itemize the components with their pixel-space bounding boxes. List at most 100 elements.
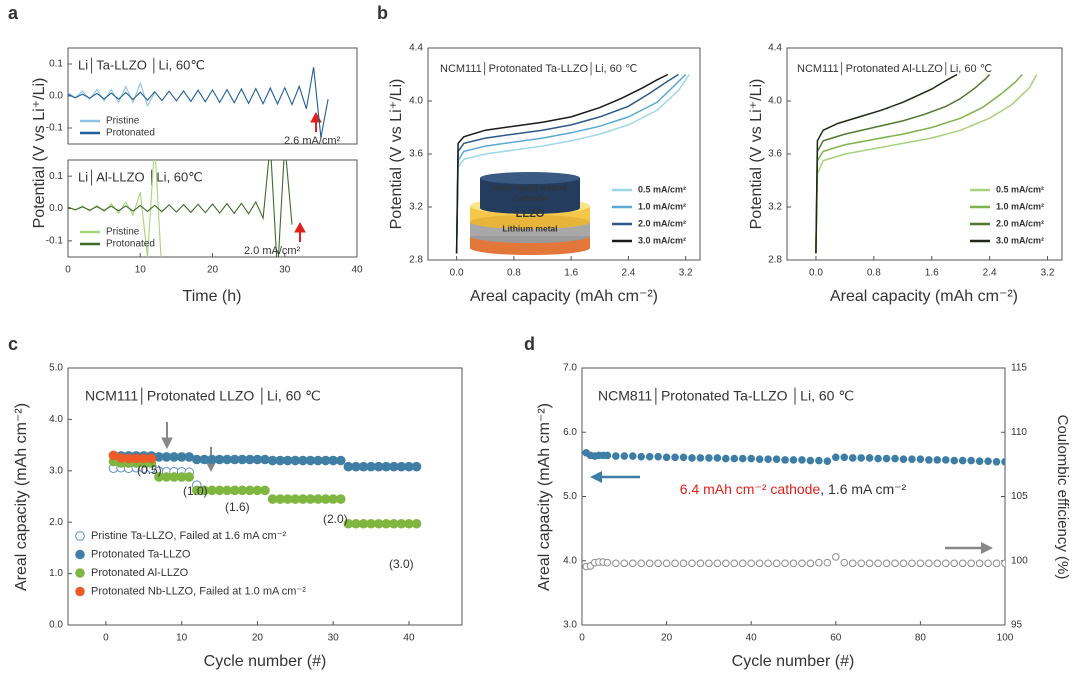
point xyxy=(637,559,646,568)
line xyxy=(455,73,679,254)
panel: b 2.8 3.2 3.6 4.0 4.4 0.0 0.8 1.6 2.4 3.2 NCM111│Pr… xyxy=(377,3,701,305)
point xyxy=(662,453,671,462)
point xyxy=(671,453,679,462)
point xyxy=(832,453,840,462)
chart-title: Li│Al-LLZO │Li, 60℃ xyxy=(78,169,203,185)
point xyxy=(335,455,346,466)
point xyxy=(781,456,789,464)
legend-label: 3.0 mA/cm² xyxy=(996,235,1044,245)
legend-label: 2.0 mA/cm² xyxy=(996,218,1044,228)
legend-label: 0.5 mA/cm² xyxy=(638,184,686,194)
y-tick-label: -0.1 xyxy=(46,235,64,246)
point xyxy=(899,559,908,568)
y2-tick-label: 105 xyxy=(1011,491,1028,502)
y-axis-label: Potential (V vs Li⁺/Li) xyxy=(31,78,48,229)
point xyxy=(730,559,739,568)
y2-tick-label: 95 xyxy=(1011,620,1023,631)
point xyxy=(747,559,756,568)
point xyxy=(882,559,891,568)
y-tick-label: 3.0 xyxy=(49,465,63,476)
point xyxy=(789,456,798,464)
point xyxy=(696,559,705,568)
point xyxy=(722,559,730,568)
x-axis-label: Cycle number (#) xyxy=(204,653,327,670)
arrows-d xyxy=(590,471,993,554)
y-tick-label: 4.0 xyxy=(409,96,423,107)
line xyxy=(455,73,669,254)
panel-label: c xyxy=(8,334,18,354)
legend-label: 1.0 mA/cm² xyxy=(638,201,686,211)
line xyxy=(68,160,293,257)
point xyxy=(933,559,942,568)
point xyxy=(840,558,849,567)
point xyxy=(967,559,975,568)
x-tick-label: 0.0 xyxy=(809,268,823,279)
legend-label: Pristine xyxy=(106,227,140,238)
y-tick-label: 2.8 xyxy=(409,255,423,266)
point xyxy=(705,559,713,568)
x-tick-label: 0 xyxy=(103,633,109,644)
legend-label: 3.0 mA/cm² xyxy=(638,235,686,245)
x-tick-label: 40 xyxy=(746,633,758,644)
point xyxy=(260,485,270,496)
inset-llzo xyxy=(470,215,590,229)
point xyxy=(815,456,823,465)
legend-label: Protonated Al-LLZO xyxy=(91,567,189,579)
point xyxy=(874,454,882,463)
legend-swatch xyxy=(75,531,85,541)
x-tick-label: 3.2 xyxy=(1041,268,1055,279)
point xyxy=(958,456,967,465)
point xyxy=(848,454,857,462)
annotation: Ionic liquid wetted xyxy=(493,182,567,192)
legend-label: 1.0 mA/cm² xyxy=(996,201,1044,211)
arrow-head xyxy=(981,542,993,554)
x-tick-label: 0.0 xyxy=(450,268,464,279)
point xyxy=(984,559,992,568)
y2-axis-label: Coulombic efficiency (%) xyxy=(1054,415,1071,580)
legend-swatch xyxy=(75,549,85,560)
y-tick-label: 2.0 xyxy=(49,517,63,528)
x-tick-label: 40 xyxy=(403,633,415,644)
y2-tick-label: 100 xyxy=(1011,555,1028,566)
chart-title: NCM811│Protonated Ta-LLZO │Li, 60 ℃ xyxy=(598,388,854,406)
point xyxy=(755,455,764,464)
chart-title: NCM111│Protonated LLZO │Li, 60 ℃ xyxy=(85,388,321,406)
line xyxy=(815,73,1023,254)
x-tick-label: 1.6 xyxy=(564,268,578,279)
point xyxy=(612,452,620,460)
point xyxy=(764,455,772,464)
point xyxy=(789,559,798,568)
point xyxy=(975,559,984,568)
y-tick-label: 0.0 xyxy=(49,91,63,102)
y2-tick-label: 110 xyxy=(1011,427,1027,438)
x-tick-label: 3.2 xyxy=(679,268,693,279)
point xyxy=(620,559,629,568)
point xyxy=(950,559,959,568)
point xyxy=(411,518,422,529)
line xyxy=(455,74,690,254)
panel: c 0.0 1.0 2.0 3.0 4.0 5.0 0 10 20 30 40 NCM111│Proto… xyxy=(8,334,463,670)
series-group xyxy=(582,449,1005,571)
x-tick-label: 10 xyxy=(176,633,188,644)
point xyxy=(696,454,705,462)
annotation: (1.0) xyxy=(183,484,208,498)
panel-label: d xyxy=(524,334,535,354)
point xyxy=(662,559,671,568)
y-tick-label: 3.0 xyxy=(563,620,577,631)
point xyxy=(941,559,950,568)
y-tick-label: 2.8 xyxy=(768,255,782,266)
annotation: Cathode xyxy=(513,193,547,203)
point xyxy=(654,559,662,568)
y-tick-label: 3.6 xyxy=(409,149,423,160)
line xyxy=(815,74,1038,254)
y-tick-label: 5.0 xyxy=(49,363,63,374)
point xyxy=(874,559,882,568)
point xyxy=(832,553,840,561)
y-tick-label: 5.0 xyxy=(563,491,577,502)
y-tick-label: 0.1 xyxy=(49,171,63,182)
x-tick-label: 0 xyxy=(579,633,585,644)
point xyxy=(984,457,992,465)
series-group xyxy=(68,160,293,257)
x-tick-label: 2.4 xyxy=(621,268,635,279)
point xyxy=(925,559,933,568)
